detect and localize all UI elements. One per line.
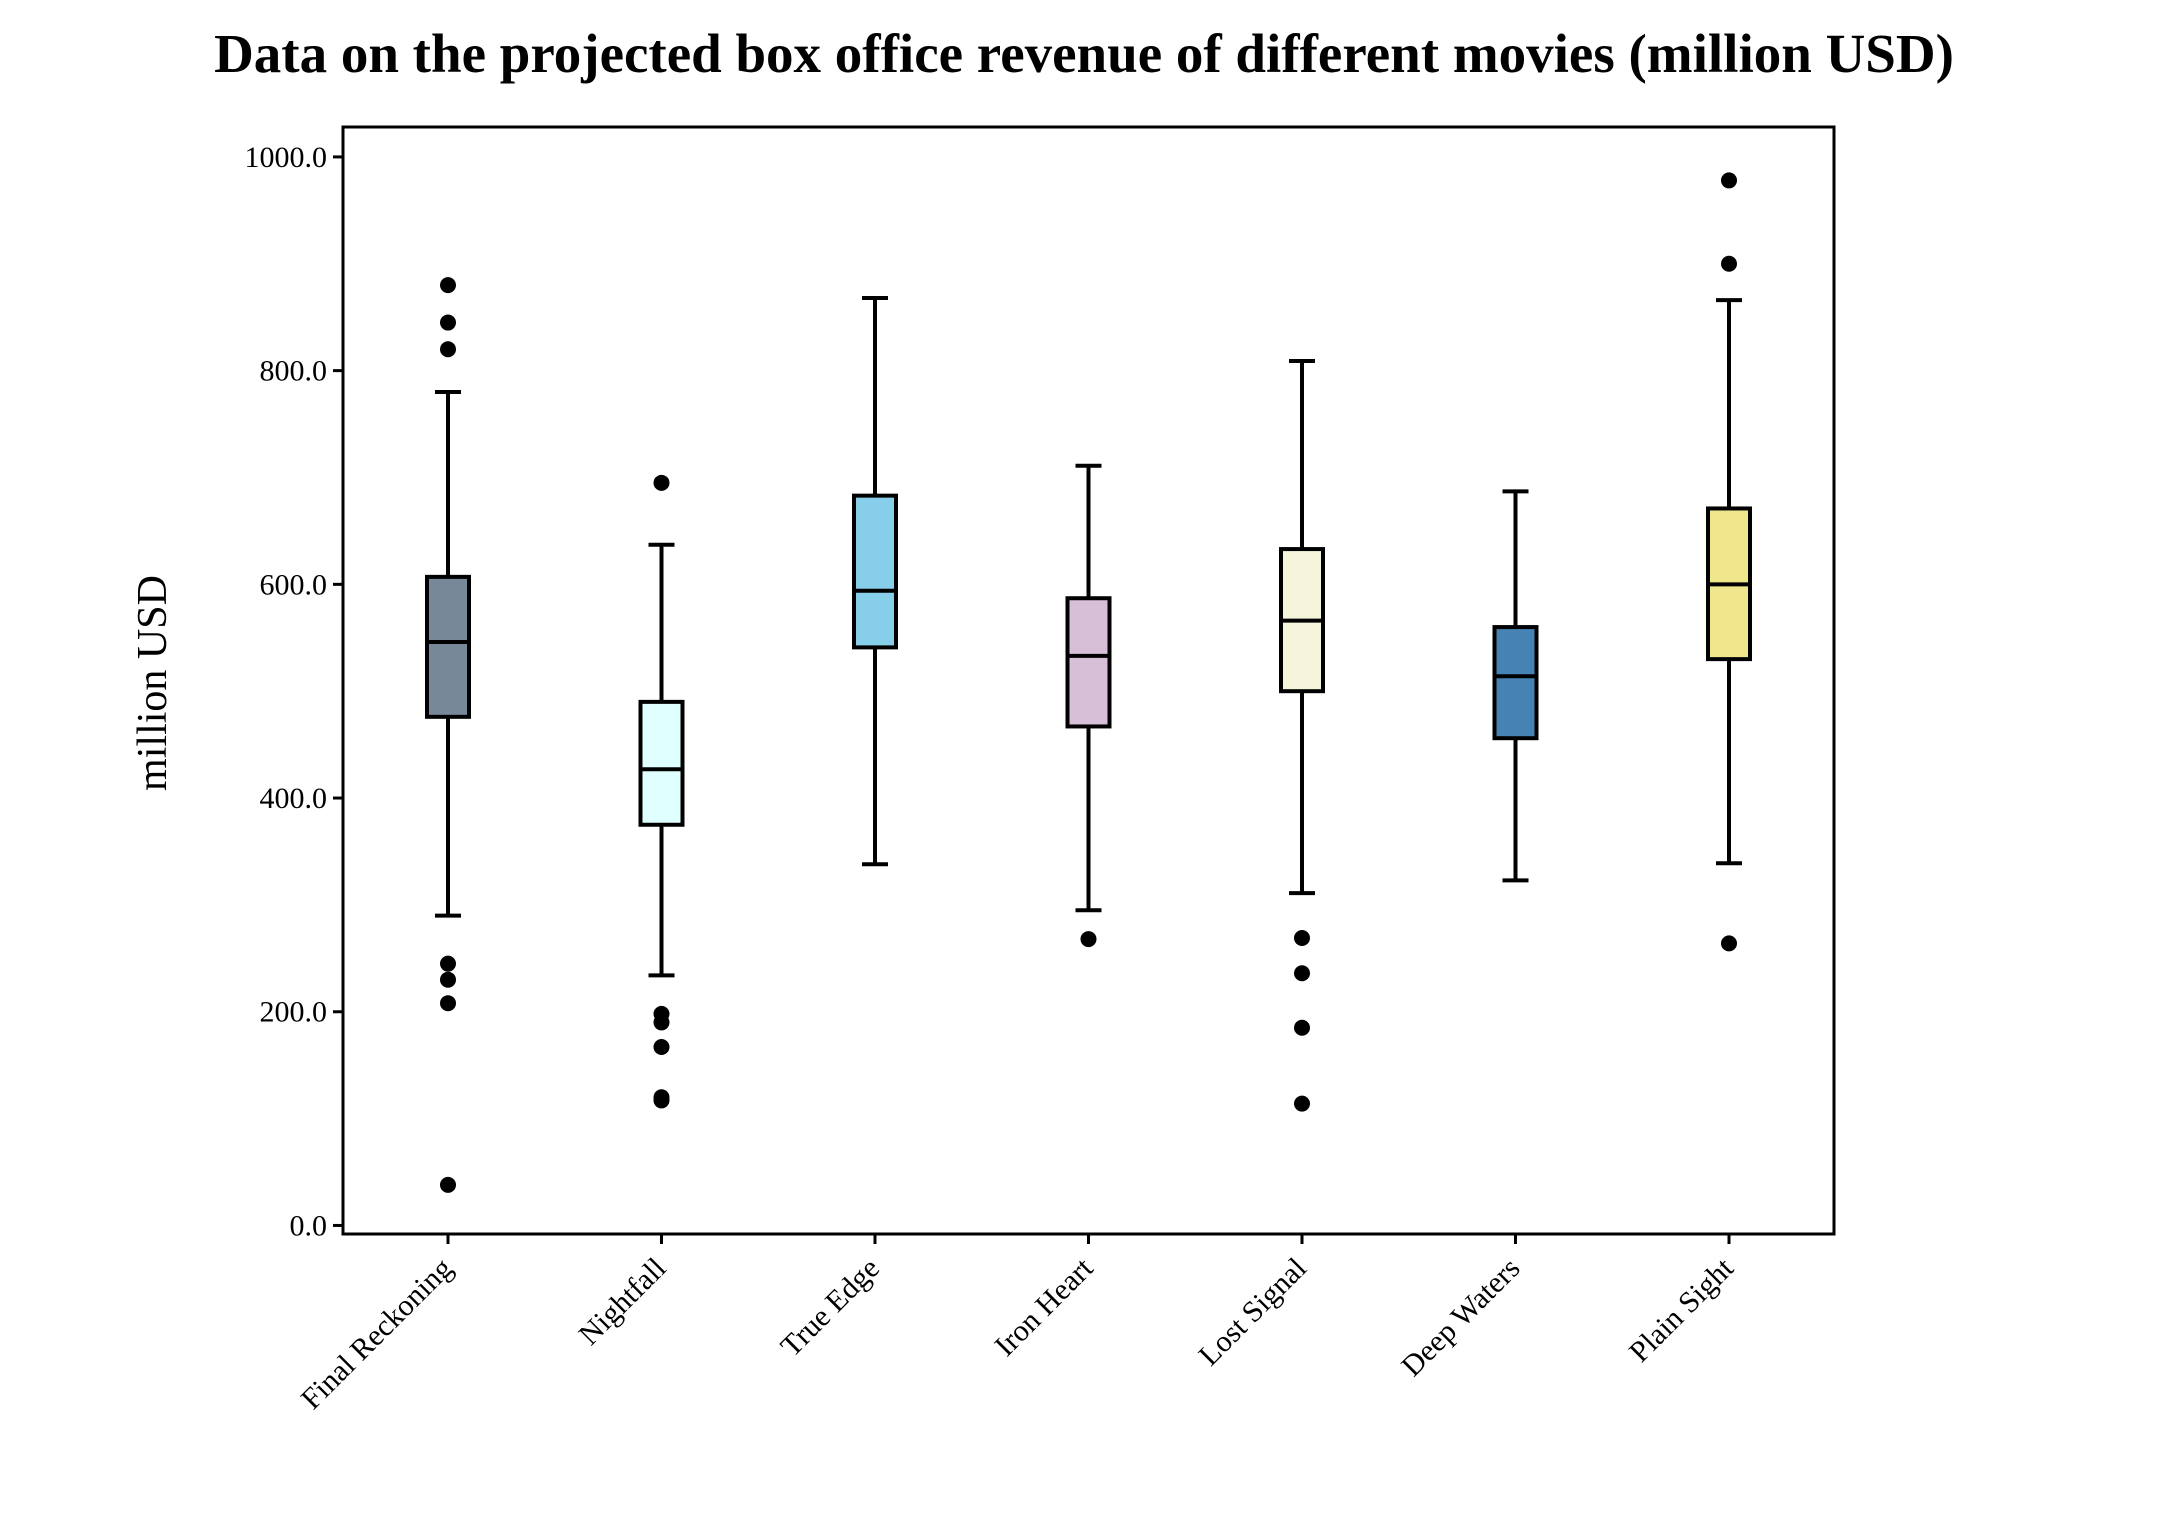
y-tick-label: 600.0 xyxy=(260,568,328,601)
y-tick-label: 400.0 xyxy=(260,782,328,815)
outlier-point xyxy=(1721,255,1737,272)
outlier-point xyxy=(1294,930,1310,947)
box-deep-waters xyxy=(1492,625,1539,741)
y-axis-label: million USD xyxy=(130,575,176,791)
x-tick-label-nightfall: Nightfall xyxy=(573,1252,673,1352)
outlier-point xyxy=(440,314,456,331)
y-tick-label: 0.0 xyxy=(290,1209,328,1242)
outlier-point xyxy=(1294,1095,1310,1112)
y-tick-label: 200.0 xyxy=(260,996,328,1029)
box-final-reckoning xyxy=(425,574,471,719)
y-tick-label: 800.0 xyxy=(260,355,328,388)
outlier-point xyxy=(653,1014,670,1031)
x-tick-label-deep-waters: Deep Waters xyxy=(1395,1252,1526,1383)
outlier-point xyxy=(440,1176,456,1193)
x-tick-label-iron-heart: Iron Heart xyxy=(988,1251,1100,1363)
outlier-point xyxy=(653,1039,670,1056)
x-tick-label-lost-signal: Lost Signal xyxy=(1192,1252,1313,1373)
plot-frame xyxy=(341,125,1836,1236)
outlier-point xyxy=(440,277,456,294)
outlier-point xyxy=(440,955,456,972)
outlier-point xyxy=(1721,172,1737,189)
box-iron-heart xyxy=(1065,596,1112,729)
outlier-point xyxy=(1294,1019,1310,1036)
outlier-point xyxy=(653,1092,670,1109)
box-true-edge xyxy=(852,493,898,650)
box-nightfall xyxy=(638,699,685,827)
outlier-point xyxy=(440,995,456,1012)
chart-title: Data on the projected box office revenue… xyxy=(214,23,1954,84)
outlier-point xyxy=(440,341,456,358)
x-tick-label-final-reckoning: Final Reckoning xyxy=(295,1252,459,1416)
outlier-point xyxy=(1080,931,1097,948)
outlier-point xyxy=(440,971,456,988)
x-tick-label-plain-sight: Plain Sight xyxy=(1623,1251,1741,1369)
outlier-point xyxy=(1721,935,1737,952)
outlier-point xyxy=(653,474,670,491)
x-tick-label-true-edge: True Edge xyxy=(774,1252,886,1364)
plot-area: 0.0 200.0 400.0 600.0 800.0 1000.0 Final Recko… xyxy=(245,141,1752,1416)
y-tick-label: 1000.0 xyxy=(245,141,328,174)
outlier-point xyxy=(1294,965,1310,982)
